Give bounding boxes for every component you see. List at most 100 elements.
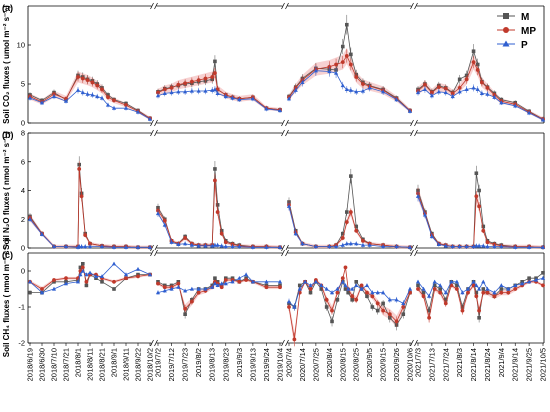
data-point-p <box>348 241 353 246</box>
data-point-m <box>219 228 224 233</box>
data-point-p <box>527 279 532 284</box>
axis-break-gap <box>151 130 157 136</box>
data-point-p <box>485 244 490 249</box>
data-point-m <box>474 290 479 295</box>
data-point-mp <box>471 283 476 288</box>
data-point-p <box>333 70 339 75</box>
year-segment-4 <box>415 44 546 123</box>
data-point-p <box>429 93 434 98</box>
data-point-mp <box>506 290 511 295</box>
axis-break-mark <box>410 244 414 252</box>
axis-break-gap <box>411 130 417 136</box>
data-point-m <box>438 287 443 291</box>
data-point-p <box>292 304 297 309</box>
data-point-m <box>297 283 302 288</box>
data-point-p <box>485 286 490 291</box>
axis-break-mark <box>154 249 158 257</box>
series-line-p <box>29 89 151 120</box>
data-point-mp <box>196 78 201 82</box>
data-point-p <box>176 285 181 289</box>
axis-break-gap <box>411 120 417 126</box>
axis-break-mark <box>150 339 154 347</box>
data-point-p <box>189 242 194 247</box>
x-tick-label: 2021/9/4 <box>497 348 506 377</box>
data-point-p <box>449 279 454 284</box>
data-point-p <box>354 89 359 94</box>
data-point-m <box>330 319 334 324</box>
data-point-mp <box>471 60 476 65</box>
data-point-p <box>344 87 349 92</box>
data-point-p <box>465 286 471 291</box>
data-point-p <box>348 88 353 92</box>
x-tick-label: 2019/8/13 <box>208 348 217 381</box>
data-point-mp <box>106 95 110 100</box>
data-point-p <box>364 283 370 287</box>
data-point-mp <box>354 297 359 302</box>
axis-break-mark <box>150 129 154 137</box>
data-point-p <box>250 96 255 101</box>
data-point-p <box>499 283 504 287</box>
data-point-mp <box>124 103 128 107</box>
data-point-p <box>169 286 174 291</box>
data-point-p <box>169 90 174 95</box>
axis-break-gap <box>411 3 417 9</box>
data-point-p <box>123 245 129 249</box>
data-point-p <box>63 281 69 286</box>
y-tick-label: 4 <box>21 186 25 195</box>
mp-error-band <box>289 47 410 113</box>
data-point-p <box>135 109 141 114</box>
axis-break-mark <box>414 129 418 137</box>
data-point-p <box>354 241 359 246</box>
series-line-p <box>29 219 150 248</box>
axis-break-mark <box>414 119 418 127</box>
axis-break-mark <box>281 244 285 252</box>
data-point-p <box>481 279 486 284</box>
data-point-p <box>183 89 188 94</box>
data-point-p <box>343 283 348 287</box>
year-segment-1 <box>27 261 153 295</box>
data-point-m <box>481 224 486 229</box>
y-tick-label: -1 <box>18 303 25 312</box>
data-point-p <box>415 194 421 198</box>
data-point-p <box>219 281 224 286</box>
data-point-mp <box>429 90 434 95</box>
data-point-p <box>169 240 174 244</box>
data-point-p <box>196 286 201 291</box>
data-point-p <box>111 245 117 249</box>
data-point-p <box>78 272 83 277</box>
y-tick-label: 10 <box>17 41 25 50</box>
data-point-p <box>212 87 218 92</box>
data-point-p <box>474 243 479 248</box>
data-point-p <box>313 279 318 284</box>
data-point-p <box>499 100 504 105</box>
data-point-p <box>277 245 283 249</box>
data-point-p <box>308 283 313 287</box>
data-point-m <box>421 290 426 295</box>
axis-break-mark <box>150 249 154 257</box>
data-point-mp <box>219 285 224 290</box>
x-tick-label: 2021/7/3 <box>414 348 423 377</box>
data-point-m <box>455 283 459 288</box>
data-point-m <box>354 224 359 229</box>
data-point-mp <box>457 86 462 90</box>
data-point-p <box>183 241 188 246</box>
panel-letter: (a) <box>2 3 13 13</box>
data-point-mp <box>88 241 92 246</box>
series-line-mp <box>288 267 411 340</box>
data-point-mp <box>354 75 359 79</box>
x-tick-label: 2019/7/23 <box>181 348 190 381</box>
y-tick-label: 8 <box>21 129 25 138</box>
data-point-p <box>93 274 99 278</box>
data-point-p <box>147 245 153 249</box>
axis-break-gap <box>151 3 157 9</box>
data-point-p <box>123 272 129 277</box>
data-point-p <box>99 274 105 278</box>
data-point-mp <box>183 306 188 311</box>
mp-error-band <box>289 266 410 348</box>
axis-break-mark <box>410 129 414 137</box>
series-line-mp <box>29 168 150 248</box>
data-point-p <box>370 290 375 295</box>
data-point-p <box>540 245 546 249</box>
mp-error-band <box>418 186 543 249</box>
